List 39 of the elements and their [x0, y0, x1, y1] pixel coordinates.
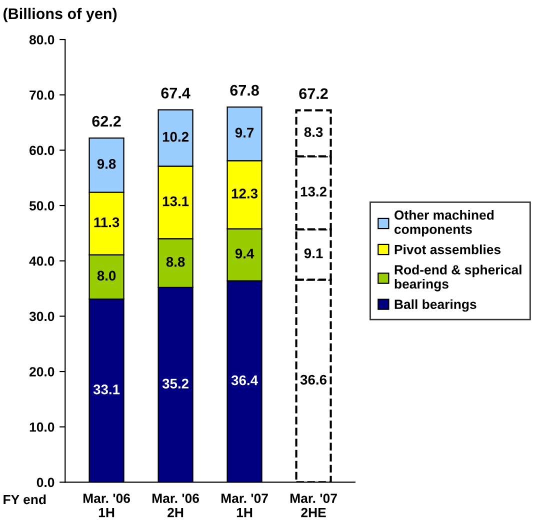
- data-label: 9.7: [235, 128, 254, 138]
- legend-label: Ball bearings: [394, 299, 476, 312]
- y-tick-label: 70.0: [30, 90, 54, 100]
- data-label: 10.2: [162, 132, 188, 142]
- y-tick-label: 10.0: [30, 422, 54, 432]
- data-label: 9.8: [97, 159, 116, 169]
- data-label: 11.3: [94, 217, 120, 228]
- data-label: 8.8: [166, 256, 185, 267]
- data-label: 33.1: [93, 384, 120, 394]
- data-label: 9.1: [304, 248, 323, 258]
- y-axis-title: (Billions of yen): [4, 8, 117, 22]
- y-tick-label: 20.0: [30, 367, 54, 376]
- x-tick-label: Mar. '06 2H: [152, 494, 199, 518]
- data-label: 8.3: [304, 127, 323, 138]
- y-tick-label: 40.0: [29, 256, 54, 266]
- y-tick-label: 0.0: [36, 478, 54, 488]
- total-label: 62.2: [92, 116, 121, 127]
- x-tick-label: Mar. '07 1H: [221, 494, 268, 518]
- data-label: 8.0: [97, 270, 116, 281]
- x-tick-label: Mar. '07 2HE: [290, 494, 337, 518]
- data-label: 13.1: [162, 196, 189, 206]
- text: FY end: [4, 494, 46, 504]
- data-label: 13.2: [300, 186, 326, 197]
- data-label: 35.2: [162, 378, 188, 389]
- legend-label: Pivot assemblies: [394, 244, 501, 254]
- x-tick-label: Mar. '06 1H: [83, 494, 130, 518]
- total-label: 67.2: [299, 88, 328, 100]
- total-label: 67.4: [161, 88, 190, 98]
- y-tick-label: 60.0: [30, 146, 54, 156]
- data-label: 12.3: [232, 188, 258, 198]
- y-tick-label: 30.0: [29, 312, 54, 322]
- y-tick-label: 80.0: [29, 35, 54, 44]
- legend-label: Rod-end & spherical bearings: [394, 264, 522, 292]
- total-label: 67.8: [230, 84, 259, 96]
- data-label: 36.4: [231, 375, 258, 386]
- legend-label: Other machined components: [394, 210, 494, 237]
- y-tick-label: 50.0: [29, 201, 54, 210]
- data-label: 9.4: [235, 248, 254, 259]
- data-label: 36.6: [300, 374, 327, 385]
